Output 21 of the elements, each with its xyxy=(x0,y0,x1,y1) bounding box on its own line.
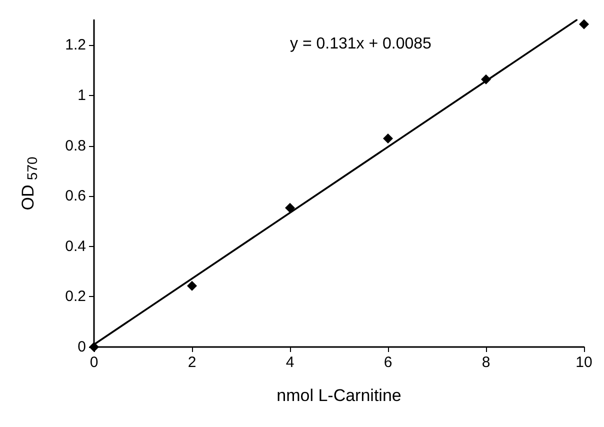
y-tick-label: 0.6 xyxy=(65,188,86,205)
x-axis-title: nmol L-Carnitine xyxy=(276,386,402,405)
x-tick-label: 2 xyxy=(188,354,196,371)
point xyxy=(579,19,589,30)
x-tick-label: 10 xyxy=(576,354,592,371)
y-tick-label: 0 xyxy=(78,338,86,356)
point xyxy=(187,280,197,291)
x-tick-label: 4 xyxy=(286,354,294,371)
y-tick-label: 1.2 xyxy=(65,36,86,54)
y-tick-label: 0.4 xyxy=(65,238,86,255)
y-tick-label: 0.8 xyxy=(65,137,86,154)
x-tick-label: 8 xyxy=(482,354,490,371)
x-tick-label: 6 xyxy=(384,354,392,371)
point xyxy=(285,202,295,213)
y-axis-title: OD 570 xyxy=(18,156,40,210)
y-tick-label: 0.2 xyxy=(65,288,86,306)
point xyxy=(481,74,491,84)
point xyxy=(383,133,393,144)
x-tick-label: 0 xyxy=(90,354,98,371)
annotation: y = 0.131x + 0.0085 xyxy=(290,36,432,52)
y-tick-label: 1 xyxy=(78,86,86,104)
